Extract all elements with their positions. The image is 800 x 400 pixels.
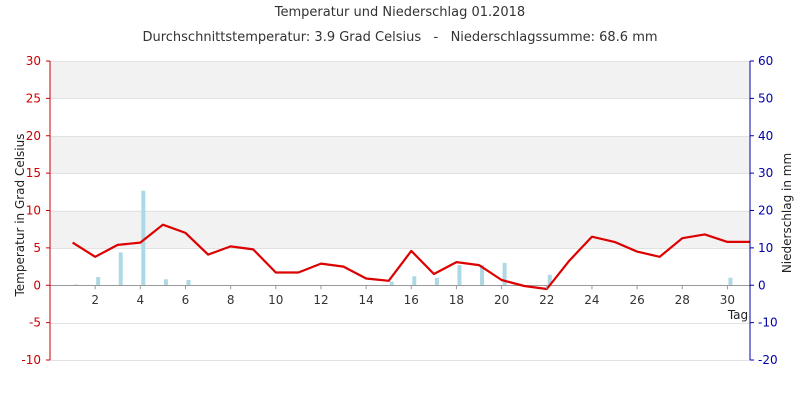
precipitation-bar xyxy=(118,252,123,286)
x-tick-label: 8 xyxy=(227,293,235,307)
plot-band xyxy=(50,98,750,136)
precipitation-bar xyxy=(480,265,485,286)
precipitation-bar xyxy=(389,281,394,286)
x-tick-label: 26 xyxy=(629,293,644,307)
precipitation-bar xyxy=(186,280,191,286)
x-tick-label: 6 xyxy=(182,293,190,307)
x-tick-label: 28 xyxy=(675,293,690,307)
left-tick-label: 20 xyxy=(26,129,41,143)
precipitation-bar xyxy=(141,190,146,286)
x-axis-label: Tag xyxy=(727,308,748,322)
right-tick-label: 20 xyxy=(758,204,773,218)
left-tick-label: 5 xyxy=(33,241,41,255)
temperature-line xyxy=(72,223,750,291)
x-tick-label: 4 xyxy=(137,293,145,307)
right-tick-label: 30 xyxy=(758,166,773,180)
x-tick-label: 24 xyxy=(584,293,599,307)
left-tick-label: 0 xyxy=(33,278,41,292)
right-tick-label: 50 xyxy=(758,91,773,105)
precipitation-bar xyxy=(502,262,507,286)
precipitation-bar xyxy=(434,277,439,286)
plot-band xyxy=(50,322,750,360)
x-tick-label: 2 xyxy=(91,293,99,307)
plot-band xyxy=(50,173,750,211)
x-tick-label: 30 xyxy=(720,293,735,307)
precipitation-bar xyxy=(163,279,168,286)
x-tick-label: 16 xyxy=(404,293,419,307)
precipitation-bar xyxy=(457,265,462,286)
x-tick-label: 14 xyxy=(358,293,373,307)
x-tick-label: 20 xyxy=(494,293,509,307)
plot-band xyxy=(50,210,750,248)
y-axis-label-right: Niederschlag in mm xyxy=(780,153,794,273)
chart-subtitle: Durchschnittstemperatur: 3.9 Grad Celsiu… xyxy=(142,30,657,45)
precipitation-bar xyxy=(547,274,552,286)
left-tick-label: 15 xyxy=(26,166,41,180)
precipitation-bar xyxy=(728,277,733,286)
right-tick-label: 40 xyxy=(758,129,773,143)
chart-title: Temperatur und Niederschlag 01.2018 xyxy=(274,5,525,20)
x-tick-label: 12 xyxy=(313,293,328,307)
plot-band xyxy=(50,61,750,99)
right-tick-label: 0 xyxy=(758,278,766,292)
x-tick-label: 22 xyxy=(539,293,554,307)
right-tick-label: -10 xyxy=(758,316,778,330)
x-tick-label: 18 xyxy=(449,293,464,307)
right-tick-label: 10 xyxy=(758,241,773,255)
precipitation-bar xyxy=(412,276,417,286)
left-tick-label: 25 xyxy=(26,91,41,105)
left-tick-label: -10 xyxy=(21,353,41,367)
right-tick-label: -20 xyxy=(758,353,778,367)
precipitation-bars xyxy=(73,190,733,286)
right-tick-label: 60 xyxy=(758,54,773,68)
plot-band xyxy=(50,135,750,174)
precipitation-bar xyxy=(73,284,78,286)
left-tick-label: 10 xyxy=(26,204,41,218)
left-tick-label: -5 xyxy=(29,316,41,330)
y-axis-label-left: Temperatur in Grad Celsius xyxy=(13,133,27,297)
gridlines xyxy=(50,61,750,361)
plot-bands xyxy=(50,61,750,360)
precipitation-bar xyxy=(96,277,101,286)
x-tick-label: 10 xyxy=(268,293,283,307)
plot-band xyxy=(50,285,750,323)
left-tick-label: 30 xyxy=(26,54,41,68)
